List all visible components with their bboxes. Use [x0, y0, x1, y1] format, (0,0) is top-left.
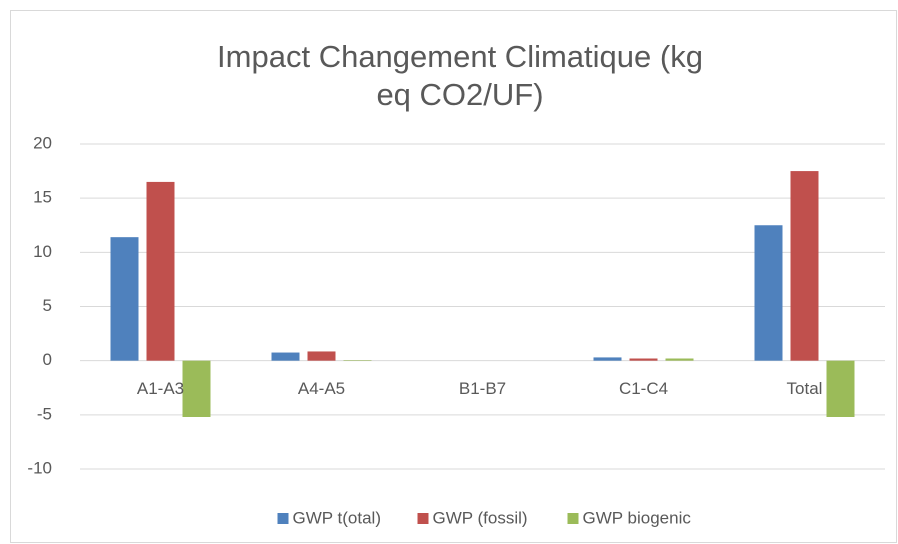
legend-label: GWP biogenic	[583, 508, 692, 527]
bar	[629, 358, 658, 361]
y-tick-label: 15	[33, 188, 52, 207]
y-tick-label: 20	[33, 133, 52, 152]
legend-swatch	[567, 513, 579, 524]
bar	[271, 352, 300, 361]
x-tick-label: Total	[787, 379, 823, 398]
bar	[110, 237, 139, 361]
legend-swatch	[277, 513, 289, 524]
y-tick-label: -10	[27, 458, 52, 477]
y-tick-label: -5	[37, 404, 52, 423]
x-tick-label: A4-A5	[298, 379, 345, 398]
bar	[182, 360, 211, 417]
chart-border	[10, 10, 897, 543]
legend-swatch	[417, 513, 429, 524]
bar	[593, 357, 622, 361]
x-tick-label: B1-B7	[459, 379, 506, 398]
bar	[343, 360, 372, 361]
bar	[754, 225, 783, 361]
y-tick-label: 10	[33, 242, 52, 261]
bar	[307, 351, 336, 361]
y-tick-label: 0	[43, 350, 52, 369]
legend-label: GWP t(otal)	[293, 508, 381, 527]
x-tick-label: C1-C4	[619, 379, 668, 398]
bar	[665, 358, 694, 361]
y-tick-label: 5	[43, 296, 52, 315]
bar	[790, 171, 819, 361]
x-tick-label: A1-A3	[137, 379, 184, 398]
bar	[146, 181, 175, 361]
bar	[826, 360, 855, 417]
legend-label: GWP (fossil)	[433, 508, 528, 527]
chart-title: Impact Changement Climatique (kg eq CO2/…	[217, 39, 703, 112]
